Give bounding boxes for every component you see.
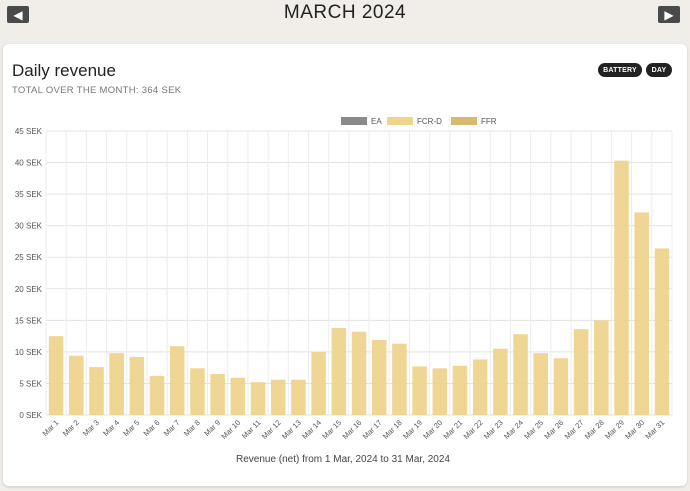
bar <box>392 343 407 415</box>
x-tick-label: Mar 16 <box>341 418 364 441</box>
y-tick-label: 45 SEK <box>15 127 43 136</box>
bar <box>149 375 165 415</box>
bar <box>493 348 508 415</box>
x-tick-label: Mar 29 <box>603 418 626 441</box>
x-tick-label: Mar 10 <box>219 418 242 441</box>
y-tick-label: 20 SEK <box>15 285 43 294</box>
y-tick-label: 0 SEK <box>19 411 42 420</box>
bar <box>614 160 629 415</box>
x-tick-label: Mar 12 <box>260 418 283 441</box>
bar <box>573 329 589 415</box>
x-tick-label: Mar 31 <box>643 418 666 441</box>
card-title: Daily revenue <box>12 61 116 80</box>
bar <box>109 353 124 415</box>
y-tick-label: 10 SEK <box>15 348 43 357</box>
bar <box>270 379 286 415</box>
x-tick-label: Mar 27 <box>563 418 586 441</box>
month-title: MARCH 2024 <box>283 2 407 23</box>
legend-swatch <box>451 117 477 125</box>
bar <box>513 334 528 415</box>
x-tick-label: Mar 4 <box>101 418 121 438</box>
x-tick-label: Mar 23 <box>482 418 505 441</box>
legend-label: FFR <box>481 117 497 126</box>
bar <box>654 248 670 415</box>
x-tick-label: Mar 2 <box>61 418 81 438</box>
bar <box>472 359 488 415</box>
bar <box>291 379 306 415</box>
bar <box>452 365 468 415</box>
bar <box>169 346 185 415</box>
next-month-button[interactable]: ▶ <box>658 6 680 23</box>
x-tick-label: Mar 21 <box>442 418 465 441</box>
chevron-left-icon: ◀ <box>13 7 23 22</box>
x-tick-label: Mar 18 <box>381 418 404 441</box>
bar <box>553 358 569 415</box>
y-tick-label: 5 SEK <box>19 379 42 388</box>
bar <box>89 367 104 415</box>
bar <box>412 366 427 415</box>
day-button[interactable]: DAY <box>646 63 672 77</box>
y-tick-label: 35 SEK <box>15 190 43 199</box>
bar <box>432 368 448 415</box>
bar <box>634 212 649 415</box>
x-tick-label: Mar 26 <box>542 418 565 441</box>
y-tick-label: 25 SEK <box>15 253 43 262</box>
x-tick-label: Mar 1 <box>41 418 61 438</box>
bar <box>311 351 326 415</box>
bar <box>69 355 84 415</box>
y-tick-label: 30 SEK <box>15 222 43 231</box>
legend-label: EA <box>371 117 382 126</box>
bar <box>190 368 205 415</box>
bar <box>129 356 145 415</box>
x-tick-label: Mar 19 <box>401 418 424 441</box>
bar <box>250 382 266 415</box>
bar <box>351 331 367 415</box>
y-tick-label: 15 SEK <box>15 316 43 325</box>
bar <box>48 336 64 415</box>
x-axis-title: Revenue (net) from 1 Mar, 2024 to 31 Mar… <box>236 454 450 465</box>
x-tick-label: Mar 25 <box>522 418 545 441</box>
bar <box>594 320 609 415</box>
x-tick-label: Mar 8 <box>182 418 202 438</box>
bar <box>210 373 225 415</box>
x-tick-label: Mar 20 <box>421 418 444 441</box>
battery-button[interactable]: BATTERY <box>598 63 642 77</box>
x-tick-label: Mar 3 <box>81 418 101 438</box>
x-tick-label: Mar 24 <box>502 418 525 441</box>
y-tick-label: 40 SEK <box>15 159 43 168</box>
bar <box>230 377 246 415</box>
legend-swatch <box>341 117 367 125</box>
x-tick-label: Mar 5 <box>121 418 141 438</box>
bar <box>371 339 387 415</box>
previous-month-button[interactable]: ◀ <box>7 6 29 23</box>
x-tick-label: Mar 14 <box>300 418 323 441</box>
x-tick-label: Mar 15 <box>320 418 343 441</box>
x-tick-label: Mar 22 <box>462 418 485 441</box>
bar <box>533 353 549 415</box>
x-tick-label: Mar 7 <box>162 418 182 438</box>
chevron-right-icon: ▶ <box>664 7 674 22</box>
legend-label: FCR-D <box>417 117 442 126</box>
x-tick-label: Mar 17 <box>361 418 384 441</box>
x-tick-label: Mar 28 <box>583 418 606 441</box>
bar <box>331 327 347 415</box>
card-subtitle: TOTAL OVER THE MONTH: 364 SEK <box>12 85 182 96</box>
x-tick-label: Mar 11 <box>240 418 262 440</box>
x-tick-label: Mar 30 <box>623 418 646 441</box>
x-tick-label: Mar 6 <box>142 418 162 438</box>
legend-swatch <box>387 117 413 125</box>
x-tick-label: Mar 13 <box>280 418 303 441</box>
